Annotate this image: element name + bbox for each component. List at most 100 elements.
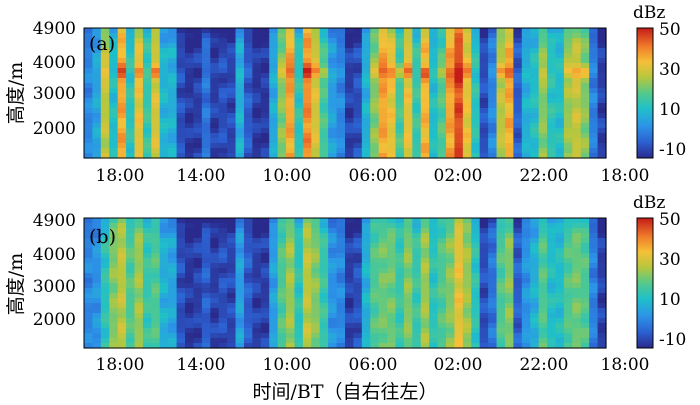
heatmap-cell bbox=[538, 223, 548, 229]
heatmap-cell bbox=[538, 228, 548, 234]
heatmap-cell bbox=[117, 153, 127, 159]
heatmap-cell bbox=[580, 143, 590, 149]
heatmap-cell bbox=[572, 233, 582, 239]
heatmap-cell bbox=[84, 68, 94, 74]
heatmap-cell bbox=[370, 63, 380, 69]
heatmap-cell bbox=[319, 83, 329, 89]
heatmap-cell bbox=[134, 133, 144, 139]
heatmap-cell bbox=[420, 68, 430, 74]
heatmap-cell bbox=[134, 78, 144, 84]
heatmap-cell bbox=[92, 233, 102, 239]
heatmap-cell bbox=[319, 233, 329, 239]
heatmap-cell bbox=[446, 268, 456, 274]
heatmap-cell bbox=[201, 283, 211, 289]
heatmap-cell bbox=[92, 103, 102, 109]
heatmap-cell bbox=[100, 308, 110, 314]
heatmap-cell bbox=[193, 293, 203, 299]
heatmap-cell bbox=[345, 63, 355, 69]
heatmap-cell bbox=[572, 93, 582, 99]
heatmap-cell bbox=[168, 83, 178, 89]
heatmap-cell bbox=[504, 313, 514, 319]
heatmap-cell bbox=[521, 308, 531, 314]
heatmap-cell bbox=[361, 88, 371, 94]
heatmap-cell bbox=[286, 303, 296, 309]
heatmap-cell bbox=[563, 238, 573, 244]
heatmap-cell bbox=[243, 298, 253, 304]
heatmap-cell bbox=[218, 118, 228, 124]
heatmap-cell bbox=[563, 123, 573, 129]
heatmap-cell bbox=[563, 103, 573, 109]
heatmap-cell bbox=[210, 218, 220, 224]
heatmap-cell bbox=[277, 253, 287, 259]
heatmap-cell bbox=[142, 153, 152, 159]
heatmap-cell bbox=[151, 113, 161, 119]
heatmap-cell bbox=[311, 153, 321, 159]
heatmap-cell bbox=[353, 133, 363, 139]
heatmap-cell bbox=[488, 268, 498, 274]
heatmap-cell bbox=[462, 113, 472, 119]
heatmap-cell bbox=[496, 273, 506, 279]
heatmap-cell bbox=[201, 68, 211, 74]
heatmap-cell bbox=[84, 328, 94, 334]
heatmap-cell bbox=[243, 293, 253, 299]
heatmap-cell bbox=[159, 258, 169, 264]
heatmap-cell bbox=[277, 278, 287, 284]
heatmap-cell bbox=[159, 303, 169, 309]
heatmap-cell bbox=[210, 148, 220, 154]
heatmap-cell bbox=[302, 63, 312, 69]
heatmap-cell bbox=[218, 123, 228, 129]
heatmap-cell bbox=[260, 128, 270, 134]
heatmap-cell bbox=[454, 253, 464, 259]
heatmap-cell bbox=[429, 338, 439, 344]
heatmap-cell bbox=[412, 273, 422, 279]
heatmap-cell bbox=[437, 28, 447, 34]
heatmap-cell bbox=[437, 43, 447, 49]
heatmap-cell bbox=[479, 323, 489, 329]
heatmap-cell bbox=[471, 38, 481, 44]
heatmap-cell bbox=[446, 323, 456, 329]
heatmap-cell bbox=[547, 68, 557, 74]
heatmap-cell bbox=[345, 333, 355, 339]
heatmap-cell bbox=[353, 258, 363, 264]
heatmap-cell bbox=[353, 273, 363, 279]
heatmap-cell bbox=[563, 148, 573, 154]
heatmap-cell bbox=[353, 28, 363, 34]
heatmap-cell bbox=[176, 343, 186, 349]
heatmap-cell bbox=[361, 308, 371, 314]
heatmap-cell bbox=[302, 228, 312, 234]
heatmap-cell bbox=[243, 93, 253, 99]
heatmap-cell bbox=[597, 33, 607, 39]
heatmap-cell bbox=[420, 223, 430, 229]
heatmap-cell bbox=[117, 258, 127, 264]
heatmap-cell bbox=[353, 338, 363, 344]
heatmap-cell bbox=[142, 308, 152, 314]
heatmap-cell bbox=[260, 73, 270, 79]
heatmap-cell bbox=[336, 133, 346, 139]
heatmap-cell bbox=[92, 73, 102, 79]
heatmap-cell bbox=[269, 148, 279, 154]
heatmap-cell bbox=[243, 118, 253, 124]
heatmap-cell bbox=[395, 338, 405, 344]
heatmap-cell bbox=[538, 313, 548, 319]
heatmap-cell bbox=[336, 78, 346, 84]
heatmap-cell bbox=[227, 48, 237, 54]
heatmap-cell bbox=[446, 318, 456, 324]
heatmap-cell bbox=[185, 268, 195, 274]
heatmap-cell bbox=[294, 73, 304, 79]
heatmap-cell bbox=[193, 223, 203, 229]
heatmap-cell bbox=[479, 133, 489, 139]
heatmap-cell bbox=[555, 43, 565, 49]
heatmap-cell bbox=[328, 313, 338, 319]
heatmap-cell bbox=[547, 278, 557, 284]
heatmap-cell bbox=[437, 283, 447, 289]
x-tick-label: 18:00 bbox=[601, 355, 650, 375]
x-tick-label: 18:00 bbox=[96, 166, 145, 186]
heatmap-cell bbox=[269, 238, 279, 244]
heatmap-cell bbox=[488, 283, 498, 289]
heatmap-cell bbox=[328, 78, 338, 84]
heatmap-cell bbox=[378, 93, 388, 99]
heatmap-cell bbox=[504, 263, 514, 269]
heatmap-cell bbox=[589, 38, 599, 44]
heatmap-cell bbox=[201, 28, 211, 34]
heatmap-cell bbox=[176, 123, 186, 129]
